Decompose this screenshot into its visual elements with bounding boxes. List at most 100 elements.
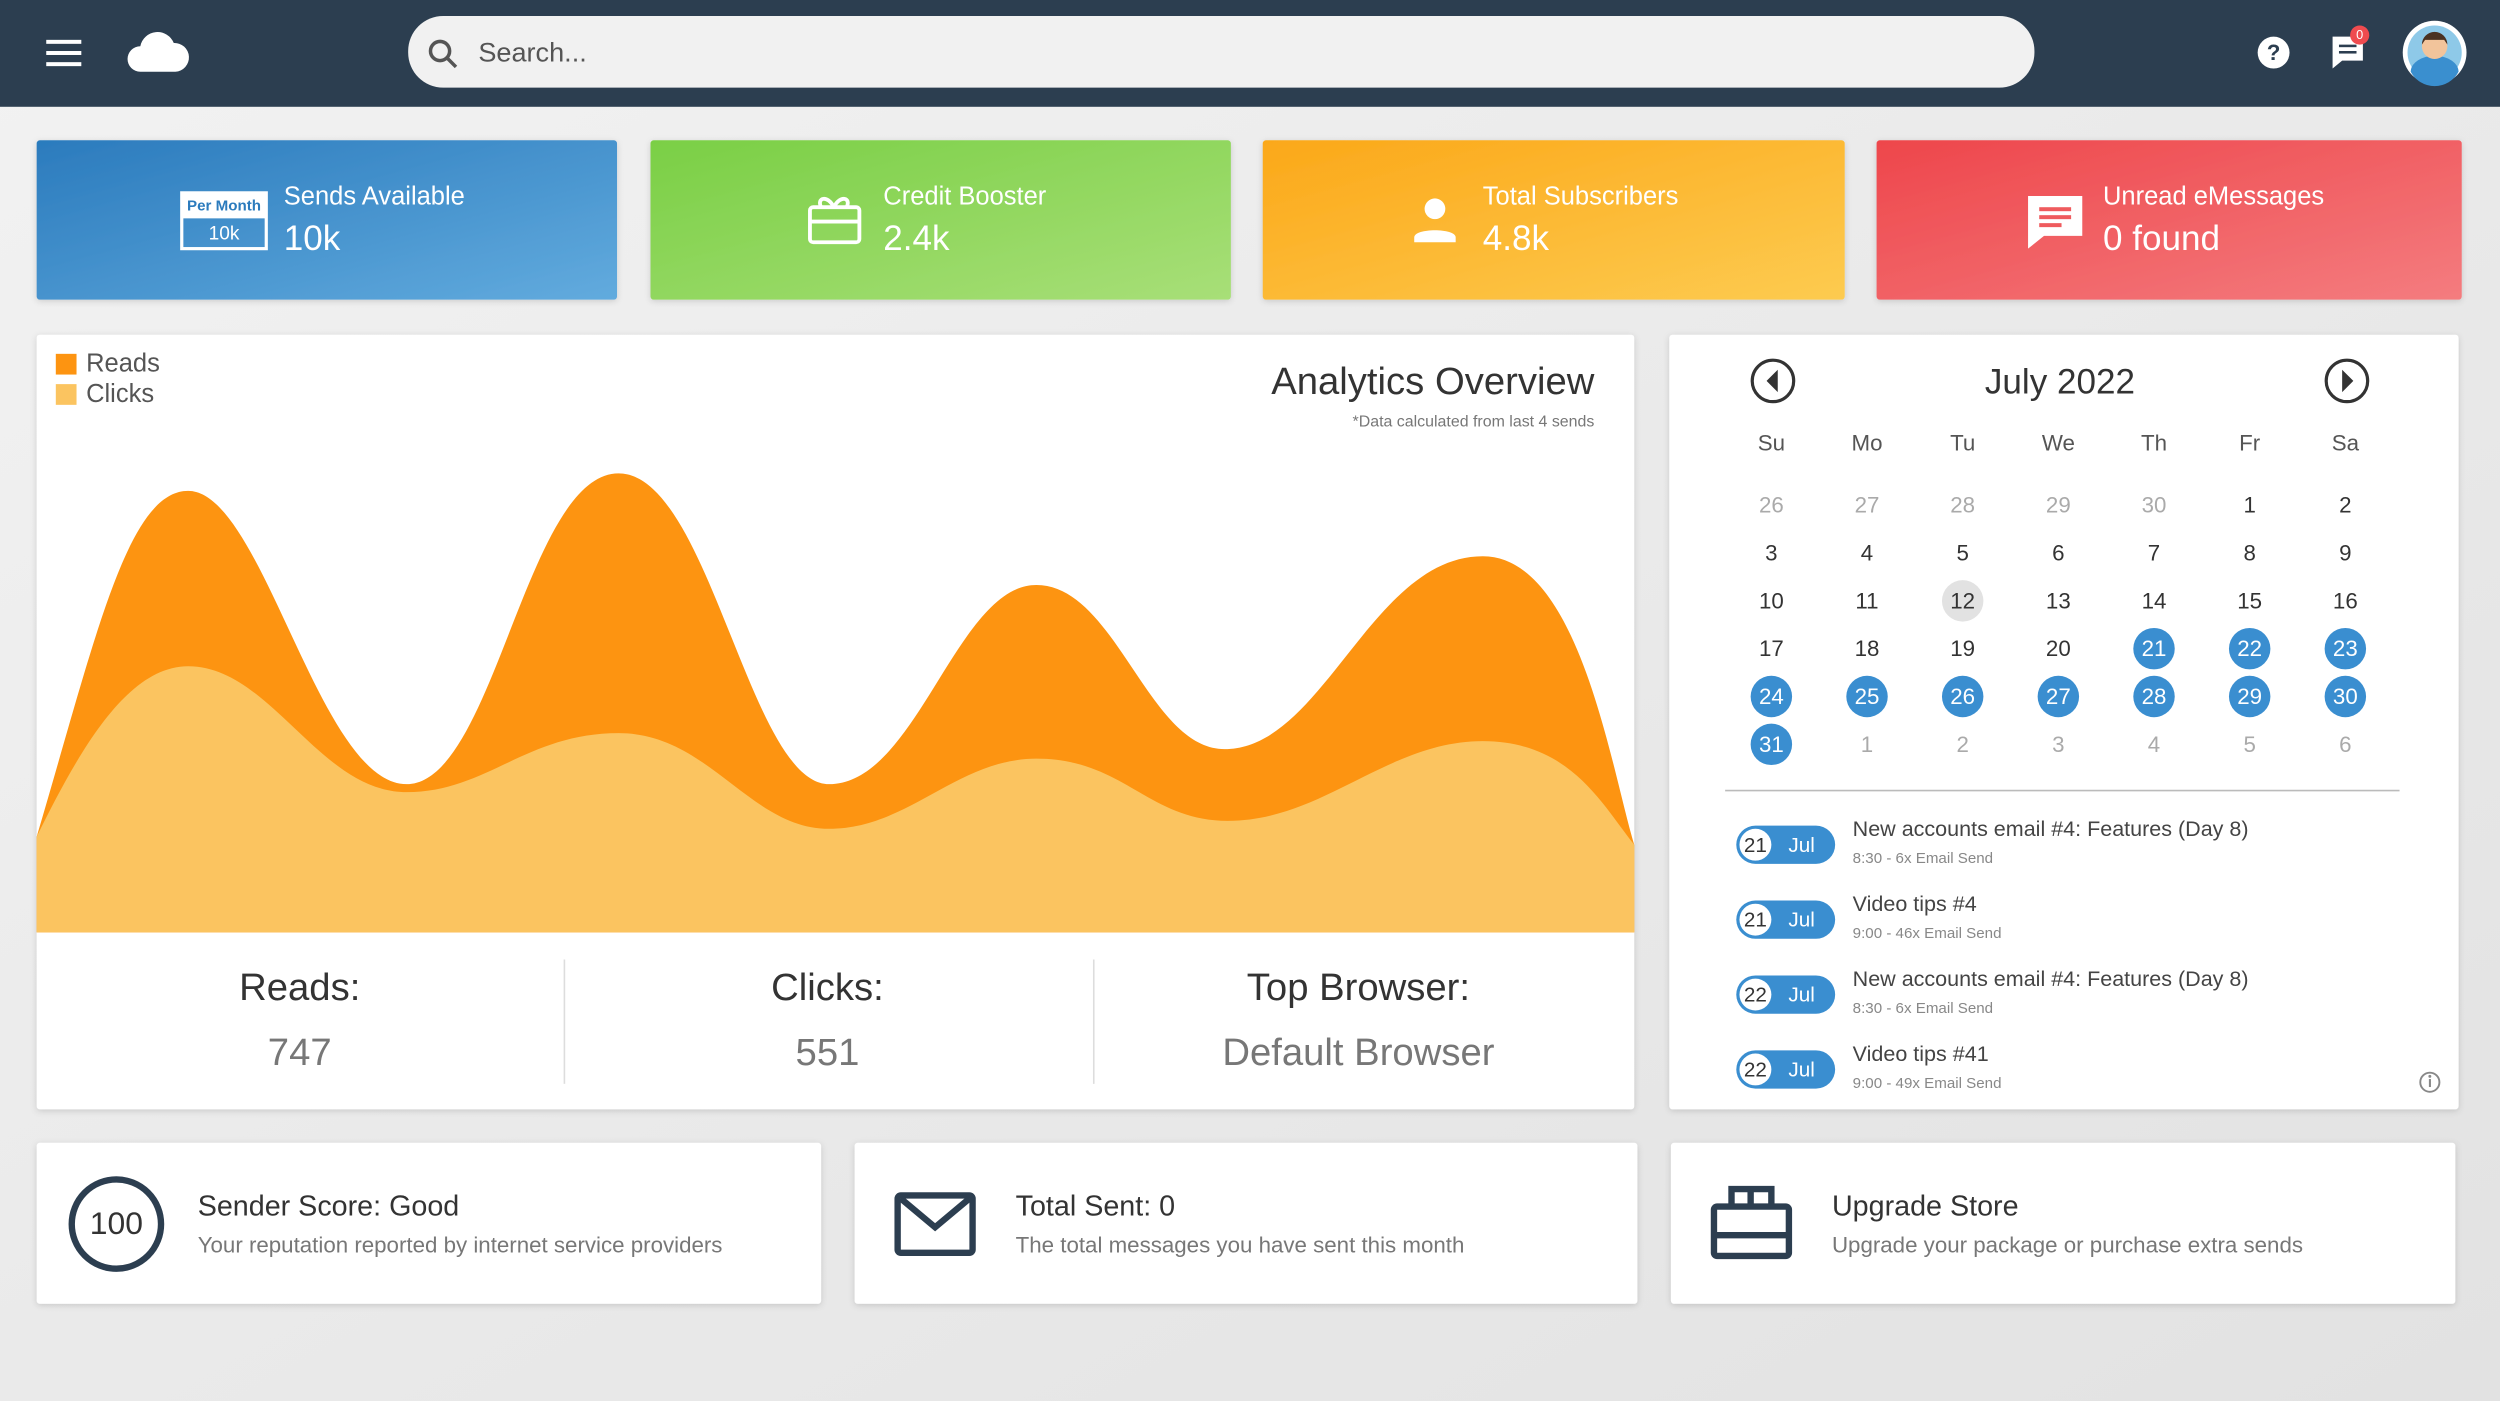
day-label[interactable]: 29 [2237,684,2262,709]
info-icon[interactable] [2419,1071,2441,1093]
day-label[interactable]: 6 [2052,541,2064,566]
search-placeholder: Search... [478,36,586,67]
card-value: 0 found [2103,219,2220,258]
day-label[interactable]: 17 [1759,636,1784,661]
day-label[interactable]: 26 [1950,684,1975,709]
legend-label: Reads [86,350,160,378]
card[interactable] [1876,140,2462,300]
day-label[interactable]: 30 [2333,684,2358,709]
event-detail: 8:30 - 6x Email Send [1853,850,1993,867]
day-label[interactable]: 29 [2046,493,2071,518]
weekday-label: Sa [2332,431,2360,456]
day-label[interactable]: 21 [2142,636,2167,661]
selected-day [2133,675,2175,718]
day-label[interactable]: 2 [2339,493,2351,518]
stat-cards [36,140,2462,300]
selected-day [2037,675,2080,718]
help-button[interactable]: ? [2257,36,2290,69]
tile-text: Your reputation reported by internet ser… [198,1232,723,1257]
person-icon [1414,198,1456,243]
day-label[interactable]: 1 [1861,732,1873,757]
card-value: 4.8k [1483,219,1550,258]
day-label[interactable]: 25 [1855,684,1880,709]
day-label[interactable]: 20 [2046,636,2071,661]
day-label[interactable]: 16 [2333,588,2358,613]
day-label[interactable]: 6 [2339,732,2351,757]
day-label[interactable]: 27 [1855,493,1880,518]
day-label[interactable]: 4 [1861,541,1873,566]
day-label[interactable]: 11 [1855,588,1878,613]
day-label[interactable]: 3 [1765,541,1777,566]
day-label[interactable]: 9 [2339,541,2351,566]
legend-swatch [55,384,77,405]
day-label[interactable]: 22 [2237,636,2262,661]
event-detail: 9:00 - 49x Email Send [1853,1075,2002,1092]
day-label[interactable]: 1 [2243,493,2255,518]
day-label[interactable]: 18 [1855,636,1880,661]
day-label[interactable]: 24 [1759,684,1784,709]
logo-cloud[interactable] [127,32,189,72]
svg-text:?: ? [2267,40,2281,65]
day-label[interactable]: 3 [2052,732,2064,757]
day-label[interactable]: 26 [1759,493,1784,518]
day-label[interactable]: 12 [1950,588,1975,613]
day-label[interactable]: 23 [2333,636,2358,661]
day-label[interactable]: 30 [2142,493,2167,518]
badge-caption: Per Month [187,197,261,214]
badge-value: 10k [209,223,240,244]
day-label[interactable]: 2 [1956,732,1968,757]
day-label[interactable]: 31 [1759,732,1784,757]
event-month: Jul [1788,1059,1815,1082]
analytics-note: *Data calculated from last 4 sends [1353,414,1595,431]
stat-label: Reads: [239,966,360,1009]
day-label[interactable]: 27 [2046,684,2071,709]
card-label: Total Subscribers [1483,182,1679,210]
per-month-icon: Per Month 10k [180,191,268,251]
day-label[interactable]: 5 [1956,541,1968,566]
menu-button[interactable] [46,39,82,67]
day-label[interactable]: 4 [2148,732,2160,757]
day-label[interactable]: 8 [2243,541,2255,566]
next-month[interactable] [2324,358,2370,404]
avatar[interactable] [2402,20,2467,87]
tile[interactable] [854,1142,1638,1304]
day-label[interactable]: 14 [2142,588,2167,613]
weekday-label: Tu [1950,431,1975,456]
day-label[interactable]: 19 [1950,636,1975,661]
day-label[interactable]: 15 [2237,588,2262,613]
card[interactable] [1262,140,1845,300]
prev-month[interactable] [1750,358,1796,404]
day-label[interactable]: 13 [2046,588,2071,613]
day-label[interactable]: 7 [2148,541,2160,566]
clicks-area [36,666,1635,933]
day-label[interactable]: 28 [1950,493,1975,518]
tile[interactable] [36,1142,822,1304]
event-detail: 9:00 - 46x Email Send [1853,925,2002,942]
event-month: Jul [1788,834,1815,857]
calendar-title: July 2022 [1985,362,2135,401]
card[interactable] [650,140,1231,300]
tile-title: Upgrade Store [1832,1191,2019,1223]
day-label[interactable]: 10 [1759,588,1784,613]
day-label[interactable]: 5 [2243,732,2255,757]
gift-icon [808,196,862,245]
weekday-label: Fr [2239,431,2261,456]
selected-day [1750,675,1793,718]
messages-button[interactable]: 0 [2332,25,2370,69]
search-bar[interactable] [408,15,2035,88]
legend-label: Clicks [86,380,154,408]
selected-day [1941,675,1984,718]
event-title: New accounts email #4: Features (Day 8) [1853,967,2249,991]
event-month: Jul [1788,909,1815,932]
tile-text: Upgrade your package or purchase extra s… [1832,1232,2303,1257]
card-label: Sends Available [284,182,465,210]
day-label[interactable]: 28 [2142,684,2167,709]
weekday-label: Su [1758,431,1785,456]
weekday-label: We [2042,431,2075,456]
tile-title: Sender Score: Good [198,1191,460,1223]
weekday-label: Mo [1852,431,1883,456]
card[interactable] [36,140,618,300]
tile[interactable] [1670,1142,2456,1304]
